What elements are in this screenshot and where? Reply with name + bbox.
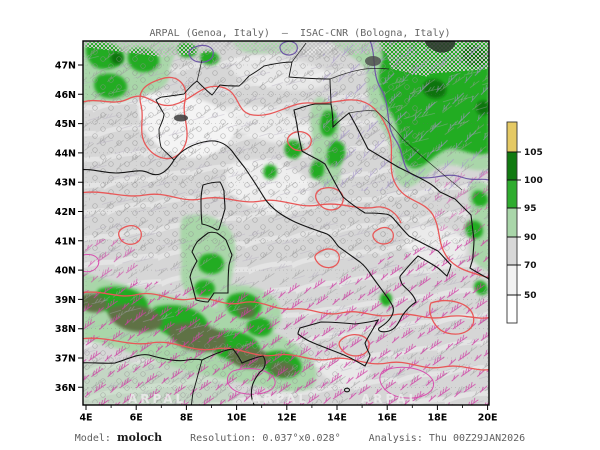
y-tick-label: 45N (55, 119, 76, 130)
map-frame (82, 40, 490, 406)
y-tick-label: 42N (55, 207, 76, 218)
x-tick-label: 20E (478, 413, 498, 424)
colorbar-tick-label: 70 (524, 261, 537, 271)
analysis-info: Analysis: Thu 00Z29JAN2026 (369, 433, 526, 444)
coast-italy (83, 103, 452, 333)
x-tick-label: 14E (327, 413, 347, 424)
border-balkans (348, 110, 463, 191)
magenta-contours (83, 253, 435, 399)
coast-sardinia (189, 231, 233, 303)
x-tick-label: 8E (180, 413, 193, 424)
x-tick-label: 18E (428, 413, 448, 424)
resolution-label: Resolution: (190, 433, 263, 444)
colorbar-segment (507, 208, 517, 237)
model-label: Model: (74, 433, 117, 444)
border-tunisia-algeria (190, 359, 203, 405)
x-tick-label: 4E (79, 413, 92, 424)
resolution-value: 0.037°x0.028° (262, 433, 341, 444)
colorbar-segment (507, 180, 517, 208)
map-canvas: ARPAL ARPAL ARPAL (83, 41, 489, 406)
y-tick-label: 39N (55, 295, 76, 306)
purple-contours (188, 41, 489, 181)
dark-terrain-blobs (174, 41, 456, 122)
y-tick-label: 40N (55, 266, 76, 277)
coast-croatia-albania (330, 103, 489, 280)
colorbar-tick-label: 95 (524, 204, 537, 214)
watermarks: ARPAL ARPAL ARPAL (128, 392, 419, 406)
colorbar-segment (507, 122, 517, 152)
y-tick-label: 43N (55, 178, 76, 189)
analysis-value: Thu 00Z29JAN2026 (428, 433, 526, 444)
y-tick-label: 37N (55, 354, 76, 365)
coast-sicily (297, 319, 380, 367)
x-tick-label: 6E (130, 413, 143, 424)
watermark-text: ARPAL (361, 392, 419, 406)
coast-north-africa (83, 348, 266, 405)
colorbar-tick-label: 50 (524, 291, 537, 301)
wind-barbs (83, 41, 489, 405)
x-tick-label: 16E (377, 413, 397, 424)
model-name: moloch (116, 431, 163, 444)
border-alps (155, 61, 332, 161)
colorbar-tick-label: 100 (524, 176, 543, 186)
watermark-text: ARPAL (128, 392, 186, 406)
watermark-text: ARPAL (251, 392, 309, 406)
y-tick-label: 47N (55, 61, 76, 72)
y-tick-label: 46N (55, 90, 76, 101)
x-axis: 4E 6E 8E 10E 12E 14E 16E 18E 20E (79, 405, 497, 424)
y-tick-label: 41N (55, 236, 76, 247)
coastlines (83, 42, 489, 405)
colorbar-segment (507, 265, 517, 295)
colorbar-segment (507, 295, 517, 323)
temperature-contours (83, 76, 489, 371)
y-axis: 47N 46N 45N 44N 43N 42N 41N 40N 39N 38N … (55, 61, 83, 394)
y-tick-label: 44N (55, 148, 76, 159)
model-info-footer: Model: moloch Resolution: 0.037°x0.028° An… (0, 431, 600, 444)
y-tick-label: 36N (55, 383, 76, 394)
analysis-label: Analysis: (368, 433, 429, 444)
border-spurs (196, 42, 390, 82)
strong-wind-barbs-west (83, 239, 138, 285)
x-tick-label: 12E (277, 413, 297, 424)
title-line-institutions: ARPAL (Genoa, Italy) — ISAC-CNR (Bologna… (149, 28, 451, 39)
x-tick-label: 10E (227, 413, 247, 424)
colorbar-tick-label: 90 (524, 233, 537, 243)
resolution-info: Resolution: 0.037°x0.028° (190, 433, 341, 444)
strong-wind-barbs-east (435, 171, 489, 231)
y-tick-label: 38N (55, 324, 76, 335)
colorbar-tick-label: 105 (524, 148, 543, 158)
coast-malta (343, 387, 351, 393)
coast-corsica (200, 181, 226, 231)
model-info: Model: moloch (74, 431, 163, 444)
colorbar-outline (506, 121, 518, 324)
colorbar-segment (507, 152, 517, 180)
humidity-colorbar: 105 100 95 90 70 50 (506, 121, 543, 324)
colorbar-segment (507, 237, 517, 265)
